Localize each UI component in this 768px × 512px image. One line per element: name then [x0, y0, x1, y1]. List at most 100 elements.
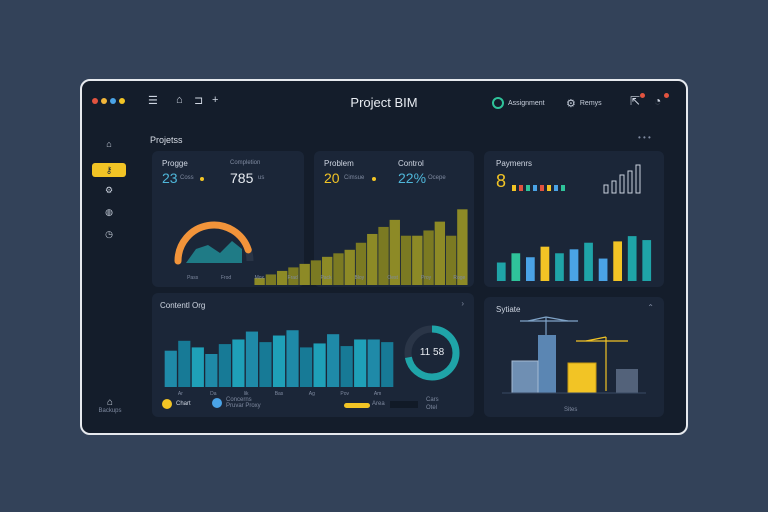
legend-swatch	[519, 185, 523, 191]
content-bar	[205, 354, 218, 387]
sidebar-item-clock[interactable]: ◷	[92, 227, 126, 241]
progress-bar	[389, 219, 400, 285]
clock-icon: ◷	[105, 228, 113, 239]
sidebar-footer[interactable]: ⌂ Backups	[90, 397, 130, 414]
sidebar-item-key[interactable]: ⚷	[92, 163, 126, 177]
export-icon[interactable]: ⇱	[630, 94, 641, 108]
progress-bar	[378, 226, 389, 285]
lock-icon[interactable]: ⌂	[176, 94, 183, 106]
legend-label-concerns: Concerns	[226, 397, 252, 403]
expand-icon[interactable]: ›	[461, 299, 464, 308]
plus-icon[interactable]: +	[212, 94, 219, 106]
notification-badge	[640, 93, 645, 98]
content-bar	[245, 331, 259, 387]
chart-icon	[162, 399, 172, 409]
payment-bar	[526, 257, 535, 281]
yellow-building	[567, 362, 597, 394]
window-dot[interactable]	[101, 98, 107, 104]
sidebar-item-settings[interactable]: ⚙	[92, 183, 126, 197]
axis-tick-label: Roge	[453, 275, 465, 281]
progress-axis: Pass Frod Mox Frad Pack Bloy Oest Proy Roge	[187, 275, 465, 281]
content-bar	[327, 334, 340, 387]
progress-indicator-dot	[200, 177, 204, 181]
sidebar-item-home[interactable]: ⌂	[92, 137, 126, 151]
gauge-arc	[174, 221, 252, 265]
more-icon[interactable]: • • •	[638, 133, 651, 142]
app-window: ☰ ⌂ ⊐ + Project BIM Assignment ⚙ Remys ⇱…	[80, 79, 688, 435]
progress-bar	[276, 270, 288, 285]
legend-item-chart[interactable]: Chart	[162, 399, 191, 409]
legend-swatch	[533, 185, 537, 191]
user-icon	[492, 97, 504, 109]
payments-bar-chart	[496, 236, 652, 281]
collapse-icon[interactable]: ⌃	[647, 303, 654, 312]
payment-bar	[569, 249, 579, 281]
axis-tick-label: Pass	[187, 275, 199, 281]
user-pill-label: Assignment	[508, 99, 545, 107]
axis-tick-label: Bas	[275, 391, 284, 397]
gauge-area	[186, 241, 242, 263]
progress-bar	[333, 253, 344, 285]
settings-pill[interactable]: ⚙ Remys	[566, 95, 602, 111]
house	[616, 369, 638, 393]
footer-progress	[344, 403, 370, 408]
legend-sub-concerns: Pruvar Proxy	[226, 403, 261, 409]
legend-swatch	[547, 185, 551, 191]
axis-tick-label: lik	[244, 391, 249, 397]
window-dot[interactable]	[92, 98, 98, 104]
progress-value-a: 23	[162, 170, 178, 186]
progress-bar	[434, 221, 446, 285]
content-bar	[218, 344, 231, 387]
progress-bar	[367, 233, 378, 285]
progress-bar	[423, 230, 434, 285]
problem-unit-a: Cimsue	[344, 175, 365, 181]
progress-bar	[322, 256, 333, 285]
user-pill[interactable]: Assignment	[492, 95, 545, 111]
progress-bar	[344, 249, 355, 285]
content-bar	[286, 330, 299, 387]
spark-bar	[619, 174, 625, 194]
problem-value-a: 20	[324, 170, 340, 186]
window-controls[interactable]	[92, 98, 125, 104]
content-bar	[354, 339, 367, 387]
legend-swatch	[554, 185, 558, 191]
window-dot[interactable]	[119, 98, 125, 104]
crane-right	[576, 336, 628, 391]
sidebar-item-globe[interactable]: ◍	[92, 205, 126, 219]
problem-indicator-dot	[372, 177, 376, 181]
content-bar-chart	[164, 330, 394, 387]
progress-card: Progge Completion 23 Coss 785 us	[152, 151, 304, 287]
progress-bar	[445, 235, 457, 285]
panel-icon[interactable]: ⊐	[194, 95, 204, 107]
progress-bar	[310, 260, 322, 285]
axis-tick-label: Frod	[221, 275, 232, 281]
content-bar	[299, 347, 313, 387]
progress-value-b: 785	[230, 170, 254, 186]
spark-bar	[611, 180, 617, 194]
legend-swatch	[526, 185, 530, 191]
payments-legend	[512, 185, 565, 191]
progress-label-a: Progge	[162, 159, 188, 168]
content-donut	[404, 325, 460, 381]
payment-bar	[613, 241, 622, 281]
tower-building	[511, 360, 539, 394]
progress-bar	[265, 274, 277, 285]
content-bar	[381, 342, 394, 387]
globe-icon: ◍	[105, 206, 113, 217]
progress-gauge	[174, 221, 254, 265]
notification-icon[interactable]: ◔	[654, 94, 662, 108]
home-icon: ⌂	[106, 139, 112, 149]
content-card: Contentl Org › Ar Da lik Bas Ag Pov Am 11 58 C…	[152, 293, 474, 417]
payment-bar	[598, 258, 608, 281]
window-dot[interactable]	[110, 98, 116, 104]
menu-icon[interactable]: ☰	[148, 95, 158, 107]
legend-item-concerns[interactable]: Concerns Pruvar Proxy	[212, 397, 261, 409]
content-bar	[367, 339, 380, 387]
legend-text: Concerns Pruvar Proxy	[226, 397, 261, 409]
content-bar	[164, 350, 177, 387]
gear-icon: ⚙	[104, 184, 114, 195]
content-bar	[272, 335, 286, 387]
content-bar	[191, 347, 204, 387]
payment-bar	[627, 236, 637, 281]
payment-bar	[584, 242, 593, 281]
